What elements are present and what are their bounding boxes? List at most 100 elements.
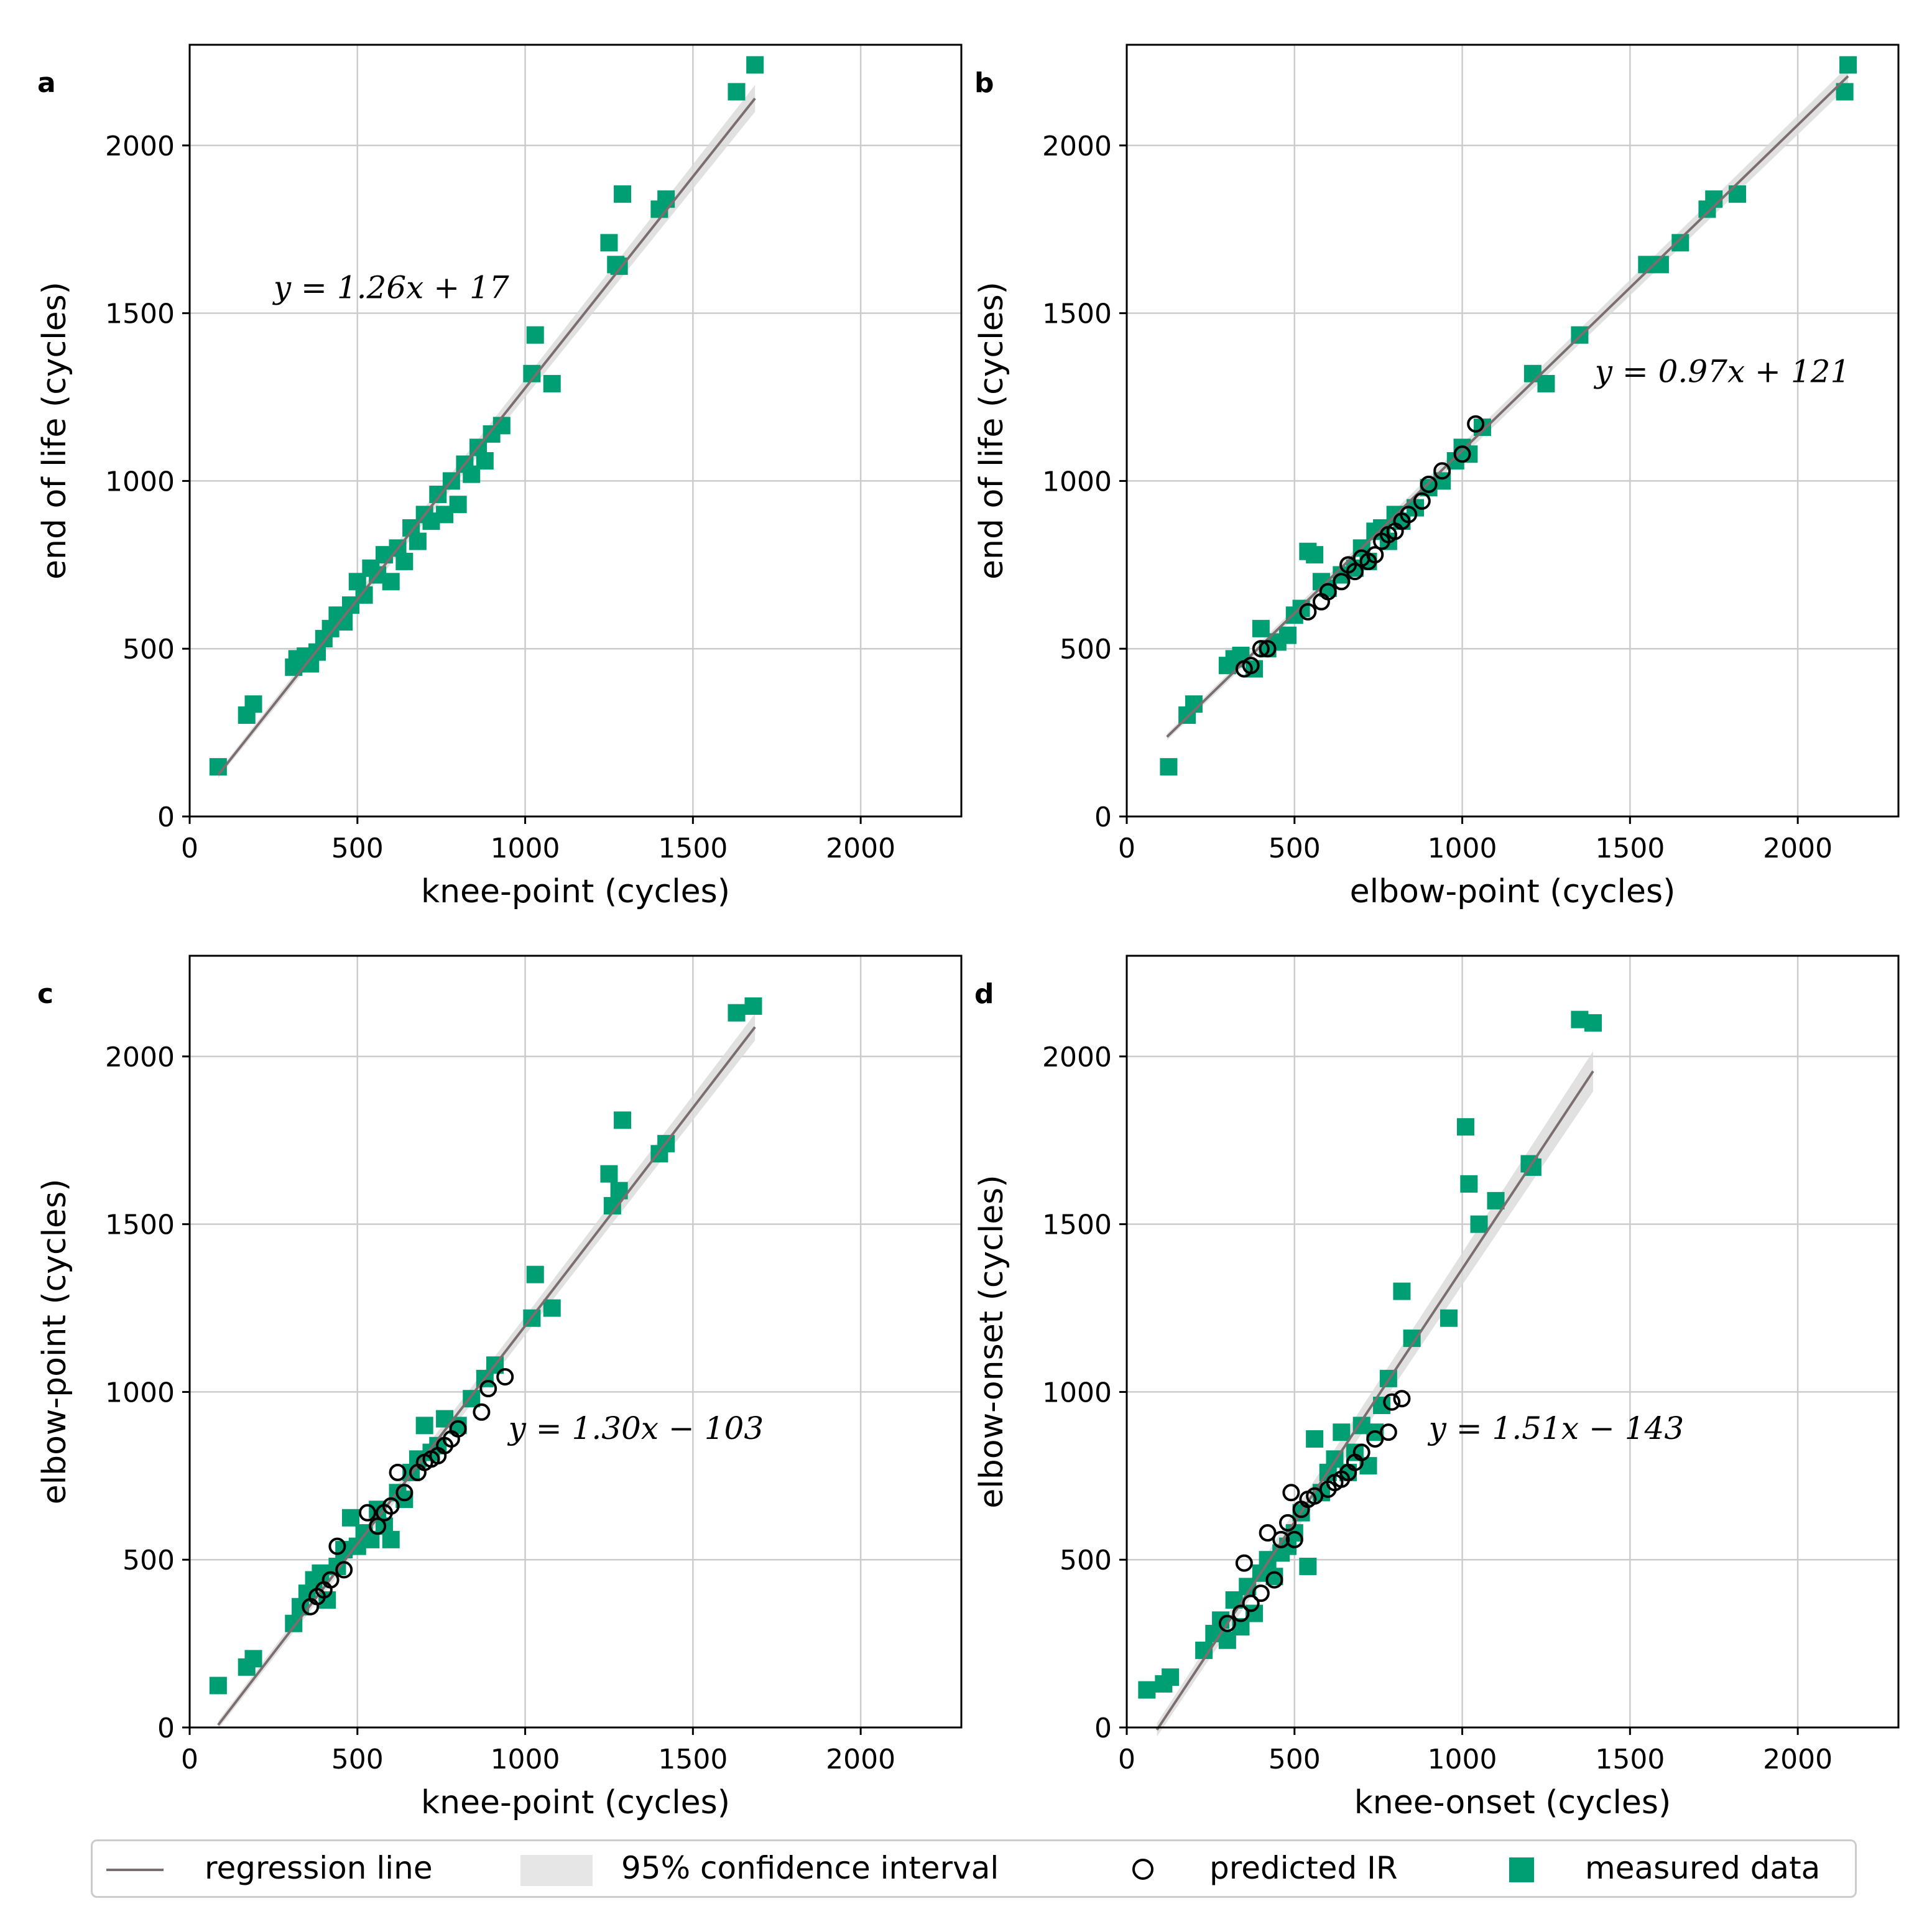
predicted-point <box>1278 1514 1296 1532</box>
predicted-point <box>1400 506 1418 524</box>
regression-equation: y = 1.26x + 17 <box>272 269 509 305</box>
regression-equation: y = 1.51x − 143 <box>1428 1410 1685 1446</box>
predicted-point <box>1453 445 1471 463</box>
measured-point <box>409 532 427 550</box>
x-tick-label: 0 <box>181 1744 198 1775</box>
legend: regression line 95% confidence interval … <box>91 1839 1857 1898</box>
measured-point <box>526 1265 544 1283</box>
panel-d: 0 500 1000 1500 2000 0 500 1000 1500 2000 knee-ons… <box>973 955 1900 1821</box>
y-tick-label: 1500 <box>105 298 175 330</box>
measured-point <box>1487 1191 1505 1209</box>
x-tick-label: 0 <box>1118 1744 1135 1775</box>
legend-predicted-swatch <box>1132 1859 1153 1880</box>
regression-equation: y = 1.30x − 103 <box>507 1410 764 1446</box>
predicted-point <box>479 1380 497 1398</box>
measured-point <box>1306 546 1324 564</box>
predicted-point <box>1259 1524 1277 1542</box>
predicted-point <box>1420 475 1438 493</box>
measured-point <box>1456 1118 1474 1136</box>
legend-predicted-label: predicted IR <box>1209 1850 1398 1886</box>
measured-point <box>1584 1014 1602 1032</box>
predicted-point <box>1346 563 1364 581</box>
x-tick-label: 1000 <box>491 833 560 864</box>
plot-frame <box>1125 44 1900 818</box>
y-tick-label: 2000 <box>105 1042 175 1073</box>
x-tick-label: 2000 <box>1763 833 1833 864</box>
x-axis-label: knee-onset (cycles) <box>1354 1784 1671 1821</box>
measured-point <box>746 56 764 74</box>
measured-point <box>1252 619 1270 637</box>
predicted-point <box>1306 1487 1324 1505</box>
measured-point <box>1470 1215 1488 1233</box>
x-tick-label: 2000 <box>826 833 895 864</box>
regression-line <box>217 1026 756 1726</box>
predicted-point <box>1242 657 1260 675</box>
x-tick-label: 1000 <box>1428 833 1497 864</box>
predicted-point <box>1218 1614 1236 1632</box>
measured-point <box>744 997 762 1015</box>
predicted-point <box>1413 492 1431 510</box>
measured-point <box>382 1530 400 1548</box>
y-axis-label: elbow-point (cycles) <box>36 1179 73 1505</box>
predicted-point <box>1379 1423 1397 1441</box>
x-tick-label: 1000 <box>1428 1744 1497 1775</box>
x-tick-label: 0 <box>1118 833 1135 864</box>
plot-frame <box>188 44 963 818</box>
predicted-point <box>1333 573 1351 591</box>
measured-point <box>1278 626 1296 644</box>
y-tick-label: 1500 <box>1042 298 1112 330</box>
measured-point <box>614 1111 632 1129</box>
regression-line <box>1155 1070 1594 1731</box>
x-tick-label: 1500 <box>1595 1744 1665 1775</box>
measured-point <box>1160 758 1178 776</box>
measured-point <box>318 1591 336 1609</box>
measured-point <box>244 695 262 713</box>
y-tick-label: 1500 <box>105 1209 175 1241</box>
x-tick-label: 1500 <box>658 833 728 864</box>
regression-line <box>217 98 756 776</box>
measured-point <box>526 326 544 344</box>
predicted-point <box>328 1537 346 1555</box>
measured-point <box>543 1299 561 1317</box>
predicted-point <box>1352 1443 1370 1461</box>
y-tick-label: 1000 <box>1042 466 1112 497</box>
measured-point <box>728 1004 746 1022</box>
predicted-point <box>496 1368 514 1386</box>
x-axis-label: elbow-point (cycles) <box>1350 873 1676 910</box>
predicted-point <box>1366 1430 1384 1448</box>
x-tick-label: 1500 <box>1595 833 1665 864</box>
x-tick-label: 500 <box>1269 833 1321 864</box>
y-tick-label: 500 <box>1060 1545 1112 1576</box>
predicted-point <box>473 1403 491 1421</box>
panel-letter: a <box>37 67 56 99</box>
predicted-point <box>395 1484 414 1502</box>
predicted-point <box>1235 1554 1253 1572</box>
plot-frame <box>1125 955 1900 1729</box>
y-tick-label: 1000 <box>105 466 175 497</box>
y-tick-label: 500 <box>122 1545 175 1576</box>
predicted-point <box>321 1571 340 1589</box>
x-tick-label: 2000 <box>826 1744 895 1775</box>
measured-point <box>1162 1668 1180 1686</box>
y-axis-label: end of life (cycles) <box>36 282 73 580</box>
predicted-point <box>1285 1530 1303 1548</box>
panel-c: 0 500 1000 1500 2000 0 500 1000 1500 2000 knee-poi… <box>36 955 963 1821</box>
legend-ci-swatch <box>520 1855 593 1886</box>
regression-equation: y = 0.97x + 121 <box>1594 353 1851 389</box>
y-tick-label: 500 <box>1060 634 1112 665</box>
y-tick-label: 1000 <box>1042 1377 1112 1408</box>
predicted-point <box>389 1463 407 1481</box>
measured-point <box>415 1417 433 1435</box>
measured-point <box>1393 1282 1411 1300</box>
legend-ci-label: 95% confidence interval <box>621 1850 999 1886</box>
y-tick-label: 1000 <box>105 1377 175 1408</box>
predicted-point <box>449 1420 467 1438</box>
panel-letter: b <box>974 67 994 99</box>
y-tick-label: 0 <box>157 802 175 833</box>
measured-point <box>1306 1430 1324 1448</box>
measured-point <box>600 1165 618 1183</box>
predicted-point <box>1319 583 1337 601</box>
predicted-point <box>369 1517 387 1535</box>
y-tick-label: 500 <box>122 634 175 665</box>
